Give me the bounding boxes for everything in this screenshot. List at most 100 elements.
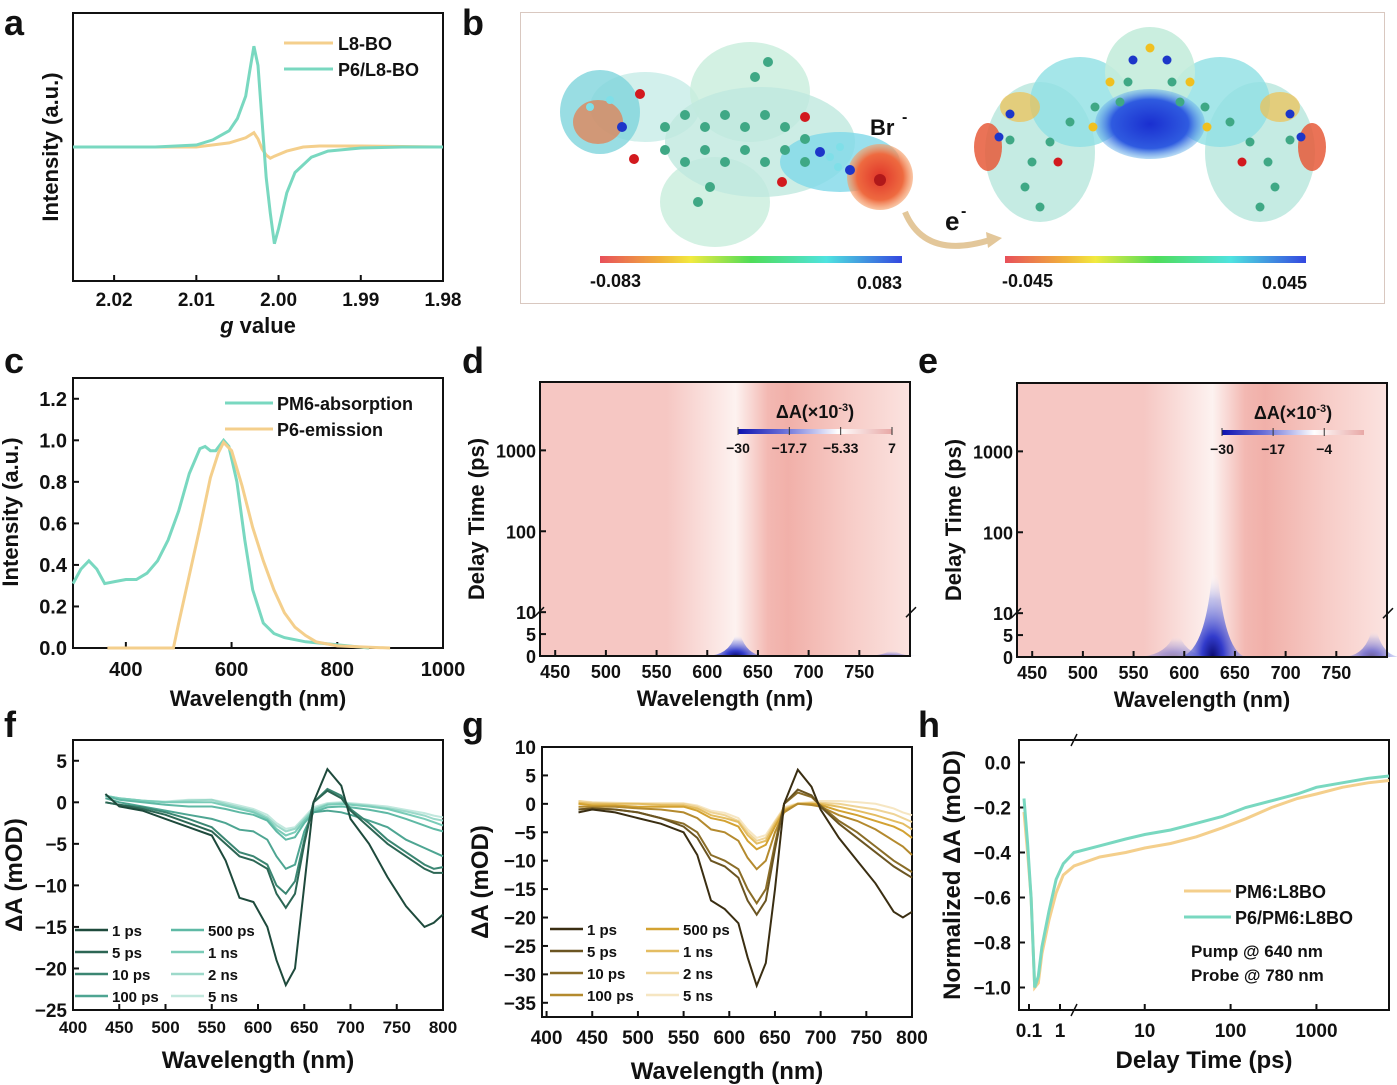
series-line-500-ps [578,802,913,851]
series-line-100-ps [578,802,913,871]
series-line-5-ps [578,788,913,917]
esp-illustration-frame [520,12,1385,304]
legend-label: 500 ps [683,922,730,939]
y-axis-label: Intensity (a.u.) [0,437,23,586]
x-tick-label: 2.00 [260,290,297,311]
chart-ta-spectra-pm6: 400 450 500 550 600 650 700 750 800 −25 −20 −15 −10 −… [1,739,457,1074]
x-tick-label: 750 [850,1028,882,1049]
y-tick-label: −5 [514,823,536,844]
colorbar-tick-label: −17.7 [772,440,808,456]
x-tick-label: 550 [198,1018,226,1037]
x-tick-label: 500 [622,1028,654,1049]
x-tick-label: 1.98 [425,290,462,311]
y-tick-label: 0.4 [39,555,68,577]
x-axis-label: Delay Time (ps) [1116,1047,1293,1074]
colorbar-tick-label: −5.33 [823,440,859,456]
legend-label: 2 ns [208,967,238,984]
x-tick-label: 0.1 [1016,1021,1043,1042]
y-tick-label: −0.2 [973,799,1011,820]
series-line-1-ps [578,767,913,989]
legend-label: 1 ps [112,923,142,940]
y-tick-label: 0 [526,647,536,667]
heatmap-stripes [1017,383,1387,657]
y-axis-label: Normalized ΔA (mOD) [939,750,966,1000]
axis-break-mark [533,606,545,618]
heatmap-feature-bleach [1133,621,1215,657]
y-tick-label: 0.8 [39,472,67,494]
x-tick-label: 750 [844,662,874,682]
x-axis-label: Wavelength (nm) [170,686,346,711]
x-tick-label: 2.02 [96,290,133,311]
y-tick-label: −15 [35,918,68,939]
y-tick-label: 1000 [496,441,536,461]
x-tick-label: 450 [105,1018,133,1037]
colorbar-title-end: ) [1326,403,1332,423]
x-tick-label: 700 [805,1028,837,1049]
x-tick-label: 800 [896,1028,928,1049]
y-axis-label: Delay Time (ps) [941,439,966,601]
colorbar-title-sup: -3 [838,402,848,414]
colorbar-title: ΔA(×10-3) [776,402,854,422]
series-line-1-ns [105,794,444,837]
plot-frame [1018,739,1390,1011]
panel-label-f: f [4,704,16,745]
series-line-2-ns [105,794,444,833]
legend-label: 10 ps [587,966,625,983]
right-colorbar-max: 0.045 [1262,273,1307,293]
x-tick-label: 600 [1169,663,1199,683]
panel-label-e: e [918,340,939,381]
series-line-10-ps [105,787,444,896]
x-axis-label: Wavelength (nm) [631,1058,823,1085]
y-axis-label: Intensity (a.u.) [38,72,63,221]
x-tick-label: 600 [713,1028,745,1049]
legend-label: 1 ps [587,922,617,939]
electron-label: e [945,206,959,236]
chart-ta-spectra-p6: 400 450 500 550 600 650 700 750 800 −35 −30 −25 −20 −… [467,738,928,1085]
x-axis-label: Wavelength (nm) [162,1047,354,1074]
heatmap-feature-bleach [1341,613,1397,657]
chart-epr-spectrum: 2.02 2.01 2.00 1.99 1.98 L8-BO P6/L8-BO Intensi… [38,12,462,338]
x-tick-label: 400 [109,659,142,681]
colorbar-tick-label: −17 [1261,441,1285,457]
right-esp-colorbar [1005,256,1306,263]
legend-label: PM6:L8BO [1235,882,1326,902]
y-tick-label: −20 [504,909,536,930]
x-tick-label: 400 [531,1028,563,1049]
x-tick-label: 450 [1017,663,1047,683]
y-tick-label: −35 [504,994,537,1015]
series-line-10-ps [578,791,913,906]
colorbar-title-main: ΔA(×10 [1254,403,1316,423]
legend-label: 500 ps [208,923,255,940]
x-tick-label: 400 [59,1018,87,1037]
y-axis-label: ΔA (mOD) [1,818,28,932]
series-line-500-ps [105,794,444,841]
panel-label-a: a [4,2,25,43]
chart-absorption-emission: 400 600 800 1000 0.0 0.2 0.4 0.6 0.8 1.0 1.2 PM6-ab… [0,377,465,711]
colorbar-title: ΔA(×10-3) [1254,403,1332,423]
colorbar-title-end: ) [848,402,854,422]
x-tick-label: 500 [591,662,621,682]
legend-label: 2 ns [683,966,713,983]
y-tick-label: −20 [35,959,67,980]
panel-label-b: b [462,2,484,43]
y-tick-label: −25 [504,937,537,958]
x-tick-label: 700 [1271,663,1301,683]
x-tick-label: 650 [1220,663,1250,683]
series-line-100-ps [105,797,444,871]
colorbar [738,429,892,434]
y-tick-label: 10 [993,604,1013,624]
heatmap-stripes [540,382,910,656]
x-tick-label: 500 [151,1018,179,1037]
axis-break-mark [1070,1003,1078,1017]
x-tick-label: 750 [383,1018,411,1037]
x-tick-label: 550 [1119,663,1149,683]
y-tick-label: 0.2 [39,596,67,618]
series-line-1-ps [104,767,444,988]
y-tick-label: 5 [56,752,67,773]
legend-label: P6/PM6:L8BO [1235,908,1353,928]
y-tick-label: 0 [525,795,536,816]
series-line-P6/PM6:L8BO [1022,774,1390,988]
x-tick-label: 800 [321,659,354,681]
colorbar-title-main: ΔA(×10 [776,402,838,422]
